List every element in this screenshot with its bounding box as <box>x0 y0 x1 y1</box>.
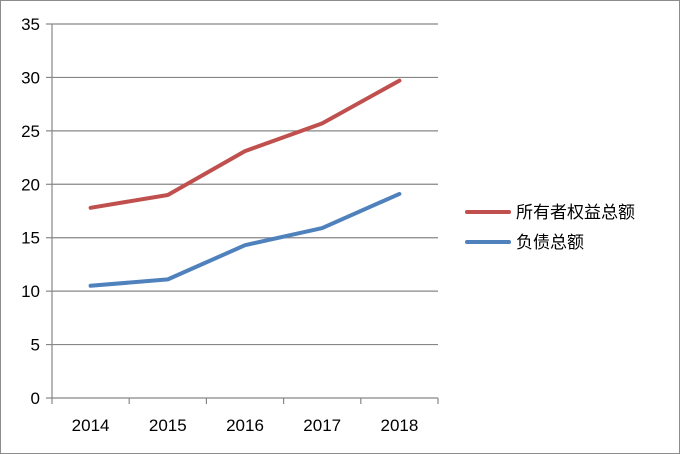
gridlines <box>52 23 438 346</box>
data-point <box>398 80 400 82</box>
y-tick-label: 5 <box>31 336 40 355</box>
x-tick-label: 2017 <box>303 416 341 435</box>
x-tick-label: 2015 <box>149 416 187 435</box>
y-tick-label: 30 <box>21 68 40 87</box>
axes <box>51 24 438 399</box>
legend-label-1: 负债总额 <box>516 233 584 253</box>
data-point <box>90 285 92 287</box>
y-axis-ticks: 0 5 10 15 20 25 30 35 <box>21 15 52 408</box>
y-tick-label: 0 <box>31 389 40 408</box>
y-tick-label: 20 <box>21 175 40 194</box>
series-line-0 <box>88 78 402 210</box>
x-tick-label: 2018 <box>380 416 418 435</box>
x-tick-label: 2014 <box>72 416 110 435</box>
data-point <box>244 244 246 246</box>
series-lines <box>88 78 402 288</box>
legend-label-0: 所有者权益总额 <box>516 203 635 223</box>
data-point <box>321 227 323 229</box>
y-tick-label: 10 <box>21 282 40 301</box>
x-tick-label: 2016 <box>226 416 264 435</box>
x-axis-ticks: 2014 2015 2016 2017 2018 <box>51 398 439 435</box>
data-point <box>167 278 169 280</box>
data-point <box>321 122 323 124</box>
data-point <box>90 207 92 209</box>
y-tick-label: 35 <box>21 15 40 34</box>
data-point <box>167 194 169 196</box>
data-point <box>244 150 246 152</box>
series-line-1 <box>88 191 402 288</box>
y-tick-label: 25 <box>21 122 40 141</box>
data-point <box>398 193 400 195</box>
y-tick-label: 15 <box>21 229 40 248</box>
